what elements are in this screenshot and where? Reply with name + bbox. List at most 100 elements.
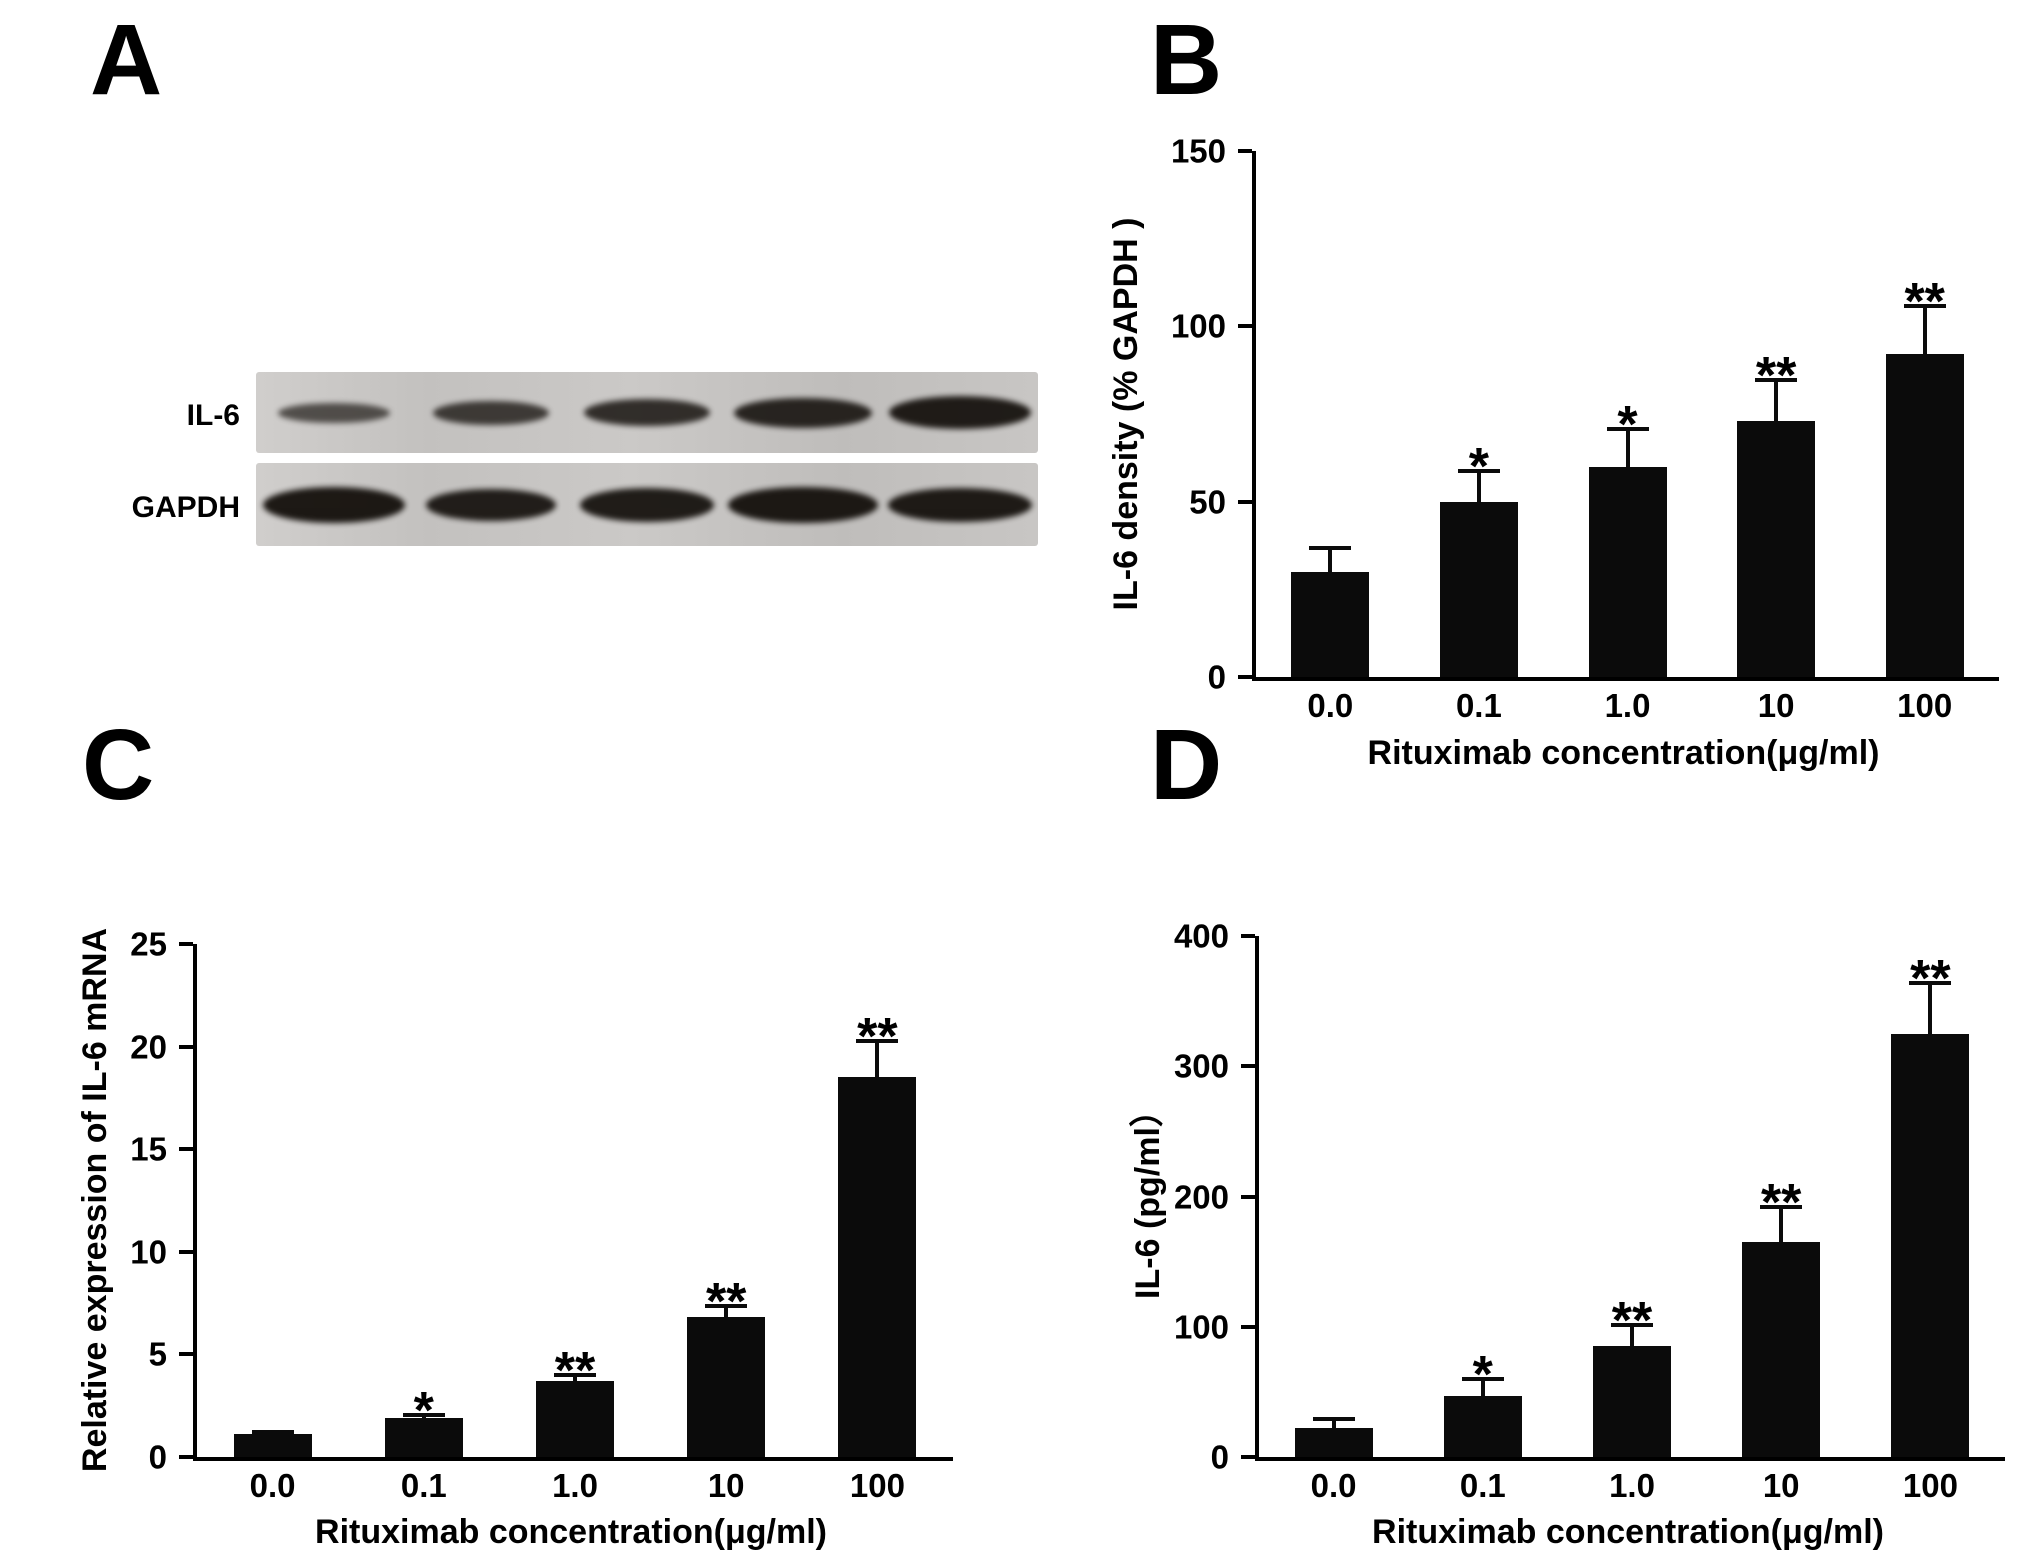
- error-bar-cap: [1312, 1416, 1355, 1421]
- y-tick-label: 100: [1170, 307, 1226, 345]
- error-bar: [1922, 305, 1927, 356]
- x-tick-label: 0.1: [400, 1467, 447, 1504]
- y-tick-mark: [179, 1147, 193, 1152]
- bar: [1593, 1346, 1671, 1457]
- significance-stars: *: [413, 1381, 434, 1440]
- plot-area-d: 0 100 200 300 400 0.0 * 0.1 ** 1.0 ** 10 ** 100: [1174, 920, 2005, 1502]
- bar: [536, 1381, 614, 1457]
- y-tick-label: 200: [1173, 1178, 1229, 1215]
- x-tick-label: 100: [1902, 1467, 1958, 1504]
- blot-band: [887, 487, 1032, 522]
- x-tick-label: 100: [1897, 687, 1953, 724]
- panel-a-label: A: [90, 4, 163, 116]
- x-tick-label: 1.0: [1604, 687, 1651, 724]
- blot-band: [425, 488, 556, 521]
- x-axis-title-d: Rituximab concentration(μg/ml): [1372, 1513, 1884, 1551]
- y-tick-mark: [179, 1352, 193, 1357]
- y-tick-mark: [1238, 499, 1252, 504]
- bar: [1443, 1395, 1522, 1457]
- error-bar-cap: [251, 1430, 294, 1435]
- blot-row-label-gapdh: GAPDH: [131, 491, 240, 524]
- x-tick-label: 0.1: [1455, 687, 1502, 724]
- plot-area-c: 0 5 10 15 20 25 0.0 * 0.1 ** 1.0 ** 10 ** 100: [130, 928, 953, 1502]
- bar: [1885, 354, 1964, 677]
- bar: [1891, 1033, 1970, 1457]
- plot-area-b: 0 50 100 150 0.0 * 0.1 * 1.0 ** 10 ** 100: [1171, 135, 1999, 722]
- error-bar: [724, 1305, 729, 1319]
- error-bar: [1625, 428, 1630, 468]
- blot-band: [888, 396, 1031, 429]
- y-tick-mark: [1241, 934, 1255, 938]
- y-tick-mark: [179, 1044, 193, 1049]
- error-bar: [573, 1373, 577, 1383]
- bar: [384, 1418, 463, 1457]
- panel-c-label: C: [82, 709, 155, 821]
- error-bar-cap: [1755, 377, 1798, 382]
- y-tick-label: 150: [1170, 132, 1226, 170]
- y-tick-mark: [1241, 1194, 1255, 1199]
- blot-band: [734, 397, 873, 428]
- significance-stars: **: [1611, 1292, 1653, 1351]
- y-axis-label-c: Relative expression of IL-6 mRNA: [76, 927, 114, 1473]
- error-bar: [1476, 470, 1481, 503]
- error-bar-cap: [1309, 546, 1352, 551]
- y-tick-label: 50: [1189, 483, 1226, 521]
- error-bar-cap: [705, 1304, 748, 1309]
- x-tick-label: 10: [707, 1467, 745, 1504]
- blot-band: [580, 487, 714, 522]
- error-bar: [1331, 1417, 1336, 1430]
- y-tick-label: 20: [130, 1028, 167, 1066]
- error-bar-cap: [856, 1039, 899, 1044]
- y-tick-label: 0: [1210, 1438, 1229, 1476]
- error-bar-cap: [1760, 1204, 1803, 1209]
- blot-band: [584, 399, 710, 426]
- error-bar: [1328, 547, 1333, 573]
- y-tick-mark: [179, 942, 193, 946]
- bar: [838, 1077, 917, 1457]
- x-tick-label: 0.0: [249, 1467, 296, 1504]
- panel-d-label: D: [1150, 709, 1223, 821]
- y-tick-label: 300: [1173, 1047, 1229, 1085]
- panel-b-label: B: [1150, 4, 1223, 116]
- error-bar: [1630, 1324, 1634, 1348]
- significance-stars: **: [1755, 346, 1797, 405]
- y-tick-mark: [179, 1249, 193, 1254]
- bar: [1588, 466, 1667, 677]
- significance-stars: **: [1904, 273, 1945, 332]
- error-bar-cap: [1606, 427, 1649, 432]
- y-tick-mark: [1241, 1324, 1255, 1329]
- y-tick-mark: [1238, 324, 1252, 329]
- x-axis-title-b: Rituximab concentration(μg/ml): [1367, 734, 1880, 772]
- error-bar-cap: [1457, 469, 1500, 474]
- error-bar-cap: [1611, 1323, 1653, 1328]
- bar: [1439, 501, 1518, 677]
- y-tick-mark: [1241, 1064, 1255, 1069]
- x-tick-label: 1.0: [552, 1467, 598, 1504]
- significance-stars: **: [1760, 1173, 1802, 1232]
- error-bar-cap: [1903, 304, 1946, 309]
- significance-stars: *: [1617, 396, 1638, 455]
- bar: [1737, 421, 1816, 677]
- bar: [1742, 1242, 1821, 1457]
- y-tick-label: 15: [130, 1130, 167, 1168]
- error-bar: [1480, 1377, 1485, 1397]
- error-bar: [875, 1040, 880, 1079]
- y-tick-label: 400: [1173, 917, 1229, 955]
- significance-stars: **: [857, 1008, 898, 1067]
- x-tick-label: 10: [1762, 1467, 1800, 1504]
- blot-band: [278, 402, 391, 423]
- x-tick-label: 100: [849, 1467, 905, 1504]
- y-tick-mark: [1238, 675, 1252, 679]
- blot-band: [728, 486, 879, 523]
- error-bar: [1774, 378, 1779, 423]
- y-tick-label: 100: [1173, 1308, 1229, 1346]
- y-tick-label: 10: [130, 1233, 167, 1271]
- x-axis-title-c: Rituximab concentration(μg/ml): [315, 1513, 827, 1551]
- y-tick-mark: [1241, 1455, 1255, 1459]
- significance-stars: **: [705, 1273, 747, 1332]
- x-tick-label: 0.1: [1459, 1467, 1506, 1504]
- western-blot-strip-gapdh: [256, 463, 1038, 546]
- error-bar-cap: [1461, 1376, 1504, 1381]
- y-axis-label-b: IL-6 density (% GAPDH ): [1107, 217, 1145, 611]
